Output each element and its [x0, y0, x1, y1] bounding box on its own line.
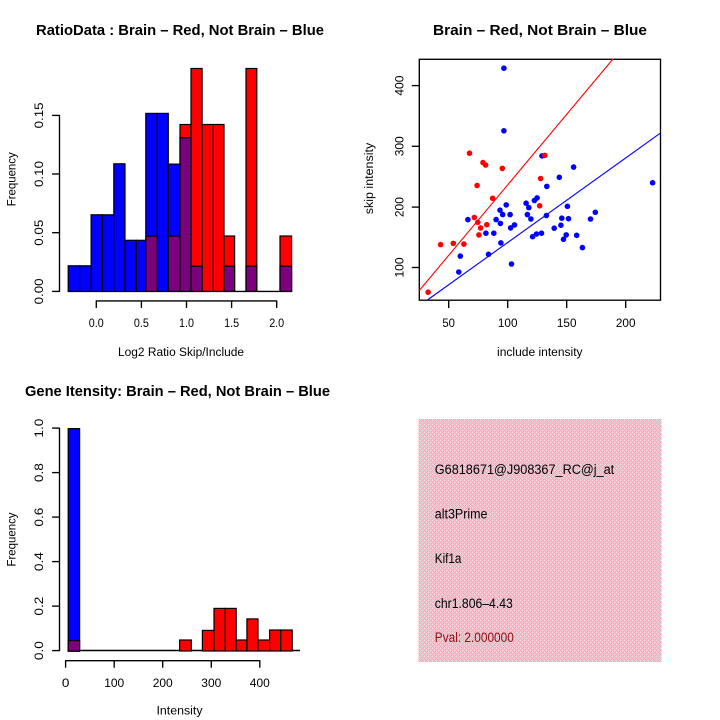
svg-text:100: 100	[104, 676, 124, 690]
svg-text:300: 300	[201, 676, 221, 690]
svg-text:0.0: 0.0	[89, 316, 104, 330]
svg-text:0.5: 0.5	[134, 316, 149, 330]
svg-text:Log2 Ratio Skip/Include: Log2 Ratio Skip/Include	[118, 345, 244, 359]
svg-text:2.0: 2.0	[269, 316, 284, 330]
svg-text:Pval: 2.000000: Pval: 2.000000	[435, 630, 514, 645]
svg-text:alt3Prime: alt3Prime	[435, 506, 488, 521]
svg-text:0.6: 0.6	[32, 507, 46, 526]
svg-text:0: 0	[62, 676, 70, 690]
svg-text:200: 200	[392, 197, 406, 217]
svg-text:400: 400	[250, 676, 270, 690]
svg-text:1.0: 1.0	[179, 316, 194, 330]
svg-text:0.10: 0.10	[32, 161, 46, 187]
svg-text:Intensity: Intensity	[157, 704, 204, 718]
svg-text:Gene Itensity: Brain – Red, No: Gene Itensity: Brain – Red, Not Brain – …	[25, 383, 330, 400]
svg-text:150: 150	[557, 316, 577, 330]
svg-text:0.15: 0.15	[32, 102, 46, 128]
svg-text:Kif1a: Kif1a	[435, 551, 462, 566]
svg-text:50: 50	[442, 316, 455, 330]
svg-text:Brain – Red, Not Brain – Blue: Brain – Red, Not Brain – Blue	[433, 22, 647, 39]
svg-text:Frequency: Frequency	[4, 512, 18, 567]
svg-text:400: 400	[392, 75, 406, 95]
svg-text:RatioData : Brain – Red, Not B: RatioData : Brain – Red, Not Brain – Blu…	[36, 22, 324, 39]
svg-text:G6818671@J908367_RC@j_at: G6818671@J908367_RC@j_at	[435, 462, 615, 477]
svg-text:100: 100	[392, 257, 406, 277]
svg-text:0.05: 0.05	[32, 220, 46, 246]
svg-text:0.4: 0.4	[32, 552, 46, 571]
svg-text:1.5: 1.5	[224, 316, 239, 330]
svg-text:200: 200	[616, 316, 636, 330]
svg-text:100: 100	[498, 316, 518, 330]
svg-text:1.0: 1.0	[32, 418, 46, 437]
svg-text:0.00: 0.00	[32, 278, 46, 304]
svg-text:300: 300	[392, 136, 406, 156]
svg-text:0.8: 0.8	[32, 463, 46, 482]
svg-text:include intensity: include intensity	[497, 345, 583, 359]
svg-text:Frequency: Frequency	[4, 152, 18, 207]
svg-text:0.2: 0.2	[32, 596, 46, 615]
svg-text:chr1.806–4.43: chr1.806–4.43	[435, 596, 513, 611]
svg-text:200: 200	[153, 676, 173, 690]
svg-text:0.0: 0.0	[32, 641, 46, 660]
svg-text:skip intensity: skip intensity	[362, 142, 376, 214]
